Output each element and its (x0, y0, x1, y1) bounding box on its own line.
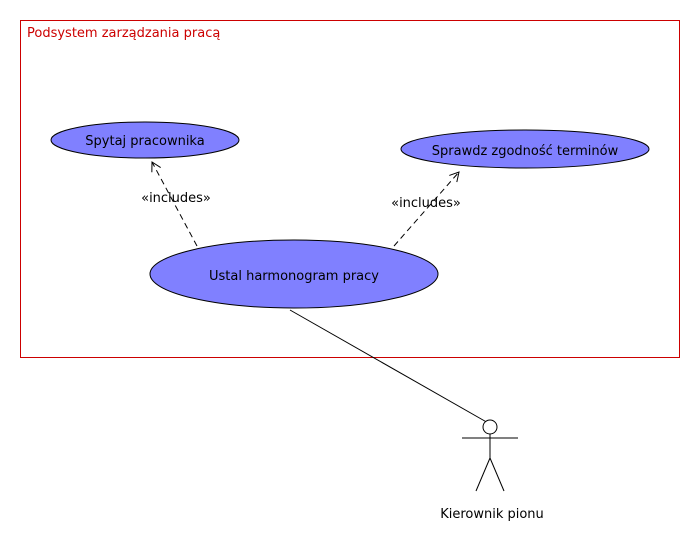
use-case-set-schedule-label: Ustal harmonogram pracy (209, 269, 379, 284)
includes-label-left: «includes» (141, 191, 211, 206)
use-case-check-terms-label: Sprawdz zgodność terminów (432, 144, 619, 159)
use-case-ask-employee[interactable]: Spytaj pracownika (50, 121, 240, 159)
actor-head (482, 419, 498, 435)
actor-name: Kierownik pionu (440, 507, 544, 522)
actor-left-leg (475, 457, 491, 492)
use-case-set-schedule[interactable]: Ustal harmonogram pracy (149, 239, 439, 309)
use-case-ask-employee-label: Spytaj pracownika (85, 134, 204, 149)
association-line (289, 309, 491, 425)
use-case-check-terms[interactable]: Sprawdz zgodność terminów (400, 129, 650, 169)
include-arrow-left (151, 161, 198, 247)
actor-right-leg (489, 457, 505, 492)
include-arrow-right (393, 171, 460, 247)
system-boundary (20, 20, 680, 358)
actor-stick-figure[interactable] (462, 419, 518, 492)
includes-label-right: «includes» (391, 196, 461, 211)
system-title: Podsystem zarządzania pracą (27, 26, 220, 41)
